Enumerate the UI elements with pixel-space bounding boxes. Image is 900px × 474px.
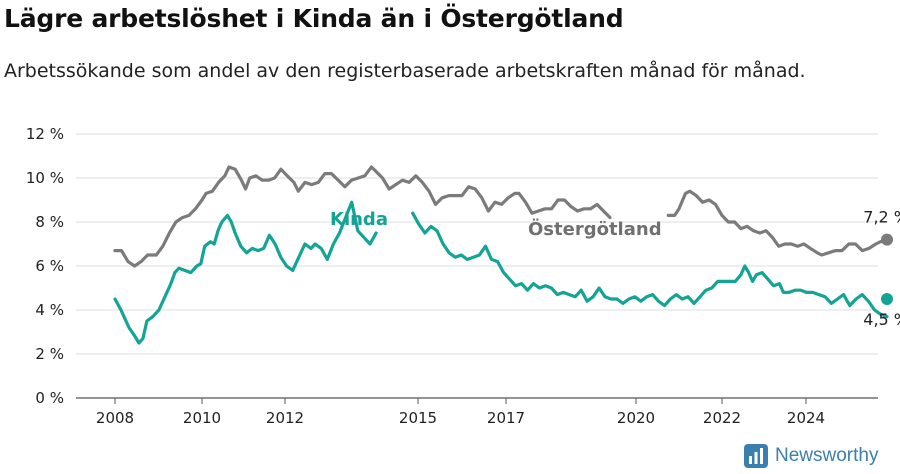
y-tick-label: 6 % [35,257,64,275]
x-tick-label: 2008 [96,409,134,427]
x-tick-label: 2015 [399,409,437,427]
ostergotland-series-label: Östergötland [528,218,662,240]
newsworthy-logo: Newsworthy [743,443,878,469]
y-tick-label: 2 % [35,345,64,363]
y-tick-label: 12 % [26,125,64,143]
y-tick-label: 10 % [26,169,64,187]
x-tick-label: 2010 [183,409,221,427]
series-line-ostergotland [113,165,612,268]
x-tick-label: 2020 [617,409,655,427]
series-line-kinda [113,200,378,345]
newsworthy-logo-icon [744,444,768,468]
x-tick-label: 2012 [266,409,304,427]
x-tick-label: 2022 [703,409,741,427]
kinda-series-label: Kinda [330,209,388,230]
series-line-kinda [411,211,889,319]
x-axis-ticks: 2008 2010 2012 2015 2017 2020 2022 2024 [96,398,825,427]
series-labels: 7,2 % 4,5 % Kinda Östergötland [330,208,900,329]
chart-title: Lägre arbetslöshet i Kinda än i Östergöt… [4,4,624,33]
y-axis-ticks: 0 % 2 % 4 % 6 % 8 % 10 % 12 % [26,125,64,407]
series-lines [113,165,893,345]
y-tick-label: 0 % [35,389,64,407]
chart-subtitle: Arbetssökande som andel av den registerb… [4,60,806,82]
kinda-end-dot [881,293,893,305]
x-tick-label: 2024 [787,409,825,427]
series-line-ostergotland [666,189,889,257]
kinda-end-label: 4,5 % [863,310,900,329]
ostergotland-end-dot [881,233,893,246]
ostergotland-end-label: 7,2 % [863,208,900,227]
x-tick-label: 2017 [487,409,525,427]
y-tick-label: 4 % [35,301,64,319]
y-tick-label: 8 % [35,213,64,231]
brand-name: Newsworthy [775,445,879,466]
